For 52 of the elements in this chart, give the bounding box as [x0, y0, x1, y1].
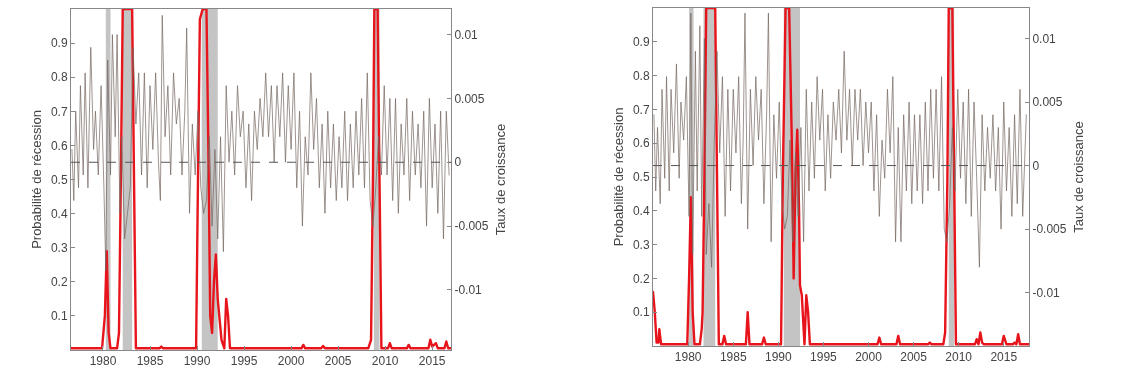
y-tick-label: 0.4	[632, 204, 650, 218]
x-tick-label: 2005	[900, 350, 928, 365]
line-series	[653, 8, 1029, 346]
x-tick-label: 2000	[855, 350, 883, 365]
x-tick-label: 2015	[990, 350, 1018, 365]
y-tick-label: 0.6	[632, 136, 650, 151]
line-series	[653, 12, 1027, 268]
x-tick-label: 1985	[719, 350, 747, 365]
y2-axis-title: Taux de croissance	[1071, 121, 1087, 233]
x-tick-label: 2010	[945, 350, 973, 365]
x-tick-label: 2015	[418, 354, 446, 369]
x-tick-label: 1980	[674, 350, 702, 365]
y2-tick-label: -0.005	[454, 219, 489, 234]
y-tick-label: 0.4	[50, 206, 68, 221]
y-tick-label: 0.1	[50, 309, 68, 324]
y-axis-title: Probabilité de récession	[28, 110, 44, 249]
y-tick-label: 0.6	[50, 138, 68, 153]
y-tick-label: 0.9	[50, 36, 68, 51]
y-tick-label: 0.2	[50, 275, 68, 289]
y2-axis-title: Taux de croissance	[493, 123, 509, 236]
y-tick-label: 0.3	[632, 237, 650, 252]
line-series	[71, 9, 451, 350]
x-tick-label: 2000	[277, 354, 305, 369]
y-tick-label: 0.8	[632, 68, 650, 83]
y2-tick-label: 0.005	[454, 91, 485, 106]
x-tick-label: 1995	[810, 350, 838, 365]
x-tick-label: 2005	[324, 354, 352, 369]
x-tick-label: 1985	[136, 354, 164, 369]
y2-tick-label: 0.01	[454, 27, 479, 42]
y-tick-label: 0.7	[50, 104, 68, 119]
x-tick-label: 2010	[371, 354, 399, 369]
y-tick-label: 0.1	[632, 305, 650, 320]
y2-tick-label: -0.005	[1032, 222, 1067, 237]
y2-tick-label: -0.01	[454, 283, 483, 298]
y-tick-label: 0.2	[632, 271, 650, 286]
y-tick-label: 0.8	[50, 70, 68, 85]
y2-tick-label: 0	[454, 155, 462, 170]
y-axis-title: Probabilité de récession	[610, 107, 626, 247]
y2-tick-label: -0.01	[1032, 285, 1061, 300]
x-tick-label: 1990	[764, 350, 792, 365]
y-tick-label: 0.5	[632, 170, 650, 185]
y-tick-label: 0.9	[632, 35, 650, 49]
y2-tick-label: 0	[1032, 158, 1040, 173]
x-tick-label: 1990	[183, 354, 211, 369]
x-tick-label: 1995	[230, 354, 258, 369]
x-tick-label: 1980	[89, 354, 117, 369]
y2-tick-label: 0.01	[1032, 31, 1057, 46]
y2-tick-label: 0.005	[1032, 95, 1063, 110]
line-series	[71, 15, 450, 272]
y-tick-label: 0.7	[632, 102, 650, 117]
y-tick-label: 0.3	[50, 240, 68, 255]
y-tick-label: 0.5	[50, 172, 68, 187]
